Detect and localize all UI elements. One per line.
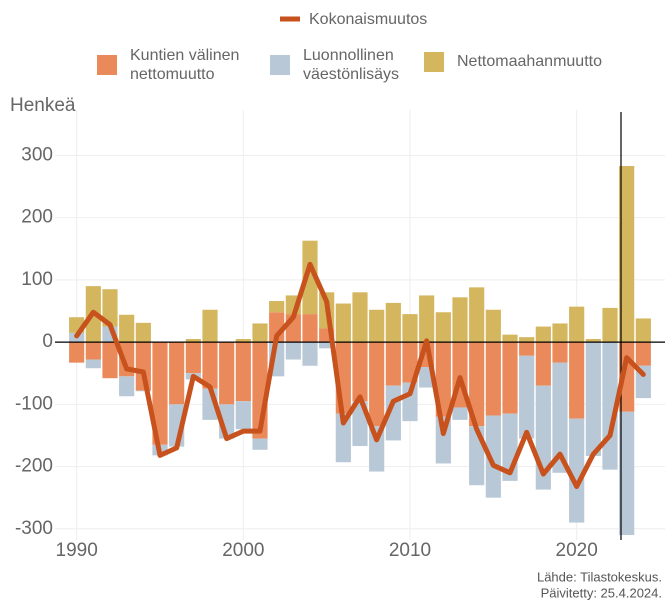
bar [569,306,585,343]
legend-label: Kokonaismuutos [309,11,427,28]
x-tick-label: 2020 [556,540,598,561]
bar [369,426,385,472]
bar [185,339,201,343]
legend-swatch [97,55,117,75]
bars [69,166,651,536]
legend-swatch [424,52,444,72]
bar [102,289,118,327]
legend-label: Nettomaahanmuutto [457,53,602,70]
bar [335,413,351,463]
bar [519,355,535,439]
bar [585,342,601,456]
bar [135,322,151,343]
bar [352,292,368,343]
y-axis-label: Henkeä [10,95,76,116]
bar [635,342,651,366]
x-tick-label: 1990 [56,540,98,561]
bar [402,314,418,343]
bar [169,342,185,405]
bar [469,287,485,343]
bar [185,342,201,374]
bar [452,297,468,343]
bar [402,382,418,422]
bar [202,309,218,343]
bar [635,318,651,343]
y-tick-label: 200 [21,207,53,228]
bar [385,342,401,386]
y-tick-label: 100 [21,269,53,290]
bar [252,438,268,450]
bar [135,390,151,392]
bar [552,362,568,473]
y-tick-label: 300 [21,144,53,165]
bar [285,342,301,360]
bar [552,323,568,343]
bar [619,166,635,343]
bar [585,339,601,343]
bar [202,342,218,389]
bar [435,342,451,417]
bar [569,418,585,523]
legend-swatch [270,55,290,75]
bar [152,342,168,445]
legend-label: Kuntien välinen nettomuutto [130,47,239,83]
bar [602,307,618,343]
bar [302,342,318,366]
foreground: -300 -200 -100 0 100 200 300 1990 2000 2010 2020 Ku… [15,11,665,561]
bar [502,342,518,414]
bar [385,302,401,343]
bar [435,312,451,343]
legend-label: Luonnollinen väestönlisäys [303,47,399,83]
bar [419,295,435,343]
bar [535,342,551,386]
line [74,261,646,489]
bar [469,342,485,427]
bar [402,342,418,383]
bar [219,342,235,405]
bar [69,342,85,363]
bar [302,240,318,315]
bar [369,342,385,427]
bar [552,342,568,363]
y-tick-label: -100 [15,393,53,414]
bar [269,301,285,313]
bar [235,401,251,430]
bar [85,342,101,360]
bar [302,314,318,343]
bar [119,314,135,343]
bar [335,303,351,343]
bar [252,323,268,343]
y-tick-label: 0 [42,331,53,352]
y-tick-label: -200 [15,456,53,477]
bar [102,342,118,379]
bar [352,342,368,402]
bar [519,337,535,343]
bar [619,411,635,536]
updated: Päivitetty: 25.4.2024. [541,585,662,600]
bar [235,342,251,402]
bar [485,309,501,343]
bar [85,359,101,369]
bar [519,342,535,356]
source: Lähde: Tilastokeskus. [537,569,662,584]
bar [235,339,251,343]
bar [485,415,501,498]
bar [485,342,501,416]
bar [502,334,518,343]
bar [319,342,335,349]
bar [452,407,468,420]
y-tick-label: -300 [15,518,53,539]
bar [535,326,551,343]
x-tick-label: 2000 [222,540,264,561]
bar [369,309,385,343]
x-tick-label: 2010 [389,540,431,561]
bar [119,376,135,397]
bar [569,342,585,419]
